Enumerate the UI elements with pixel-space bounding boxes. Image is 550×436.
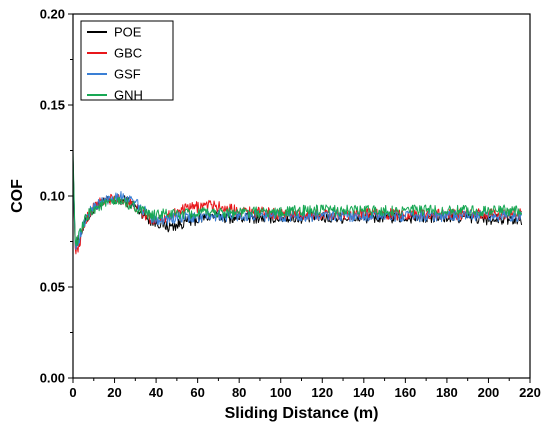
x-tick-label: 160	[395, 385, 417, 400]
legend-label: POE	[114, 25, 142, 40]
x-tick-label: 220	[519, 385, 541, 400]
x-tick-label: 180	[436, 385, 458, 400]
legend-box	[80, 20, 174, 101]
y-tick-label: 0.15	[40, 98, 65, 113]
y-tick-label: 0.10	[40, 189, 65, 204]
x-axis-ticks: 0 20 40 60 80 100 120 140 160 180 200 220	[69, 378, 541, 400]
legend-label: GBC	[114, 46, 142, 61]
series-layer	[72, 150, 523, 255]
y-axis-ticks: 0.00 0.05 0.10 0.15 0.20	[40, 7, 73, 386]
plot-frame	[72, 13, 531, 379]
x-axis-title: Sliding Distance (m)	[225, 405, 379, 422]
x-tick-label: 20	[107, 385, 121, 400]
legend-label: GSF	[114, 67, 141, 82]
x-tick-label: 140	[353, 385, 375, 400]
x-tick-label: 40	[149, 385, 163, 400]
series-line-gsf	[72, 159, 523, 250]
x-tick-label: 0	[69, 385, 76, 400]
series-line-gnh	[72, 150, 523, 247]
x-tick-label: 80	[232, 385, 246, 400]
legend-label: GNH	[114, 88, 143, 103]
y-tick-label: 0.20	[40, 7, 65, 22]
legend: POE GBC GSF GNH	[80, 20, 174, 103]
x-tick-label: 200	[478, 385, 500, 400]
y-axis-title: COF	[9, 179, 26, 213]
x-tick-label: 120	[311, 385, 333, 400]
x-tick-label: 60	[190, 385, 204, 400]
y-tick-label: 0.00	[40, 371, 65, 386]
y-tick-label: 0.05	[40, 280, 65, 295]
series-line-poe	[72, 159, 523, 249]
x-tick-label: 100	[270, 385, 292, 400]
